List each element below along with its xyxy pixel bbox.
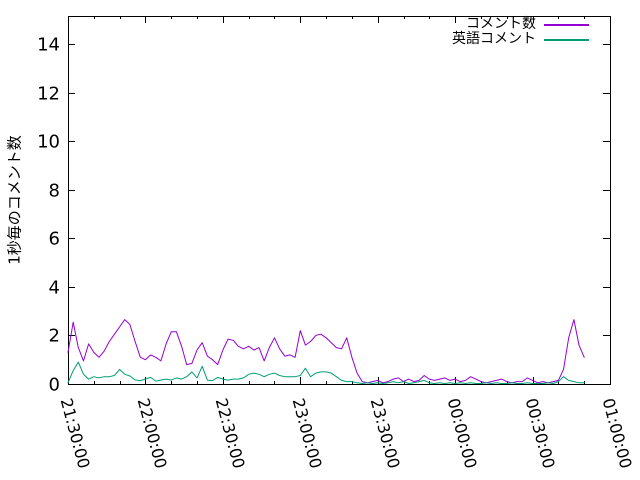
y-tick-label: 10 xyxy=(37,132,60,153)
series-line-1 xyxy=(67,361,585,384)
y-tick-label: 12 xyxy=(37,84,60,105)
legend-line-sample-comments xyxy=(544,23,589,26)
plot-border xyxy=(68,16,611,385)
y-tick-label: 0 xyxy=(49,375,60,396)
x-tick-label: 00:30:00 xyxy=(522,396,559,470)
x-tick-label: 01:00:00 xyxy=(599,396,636,470)
x-tick-label: 22:00:00 xyxy=(134,396,171,470)
legend-row-comments: コメント数 xyxy=(430,17,589,32)
y-tick-label: 4 xyxy=(49,278,60,299)
y-axis-title: 1秒毎のコメント数 xyxy=(5,135,24,265)
y-tick-label: 2 xyxy=(49,326,60,347)
legend: コメント数 英語コメント xyxy=(430,17,589,47)
legend-label-comments: コメント数 xyxy=(466,16,536,32)
x-tick-label: 22:30:00 xyxy=(212,396,249,470)
legend-line-sample-english-comments xyxy=(544,38,589,41)
series-line-0 xyxy=(67,319,585,384)
legend-row-english-comments: 英語コメント xyxy=(430,32,589,47)
y-tick-label: 14 xyxy=(37,35,60,56)
x-tick-label: 21:30:00 xyxy=(57,396,94,470)
x-tick-label: 00:00:00 xyxy=(444,396,481,470)
y-tick-label: 8 xyxy=(49,181,60,202)
y-tick-label: 6 xyxy=(49,229,60,250)
legend-label-english-comments: 英語コメント xyxy=(452,31,536,47)
x-tick-label: 23:30:00 xyxy=(367,396,404,470)
x-tick-label: 23:00:00 xyxy=(289,396,326,470)
